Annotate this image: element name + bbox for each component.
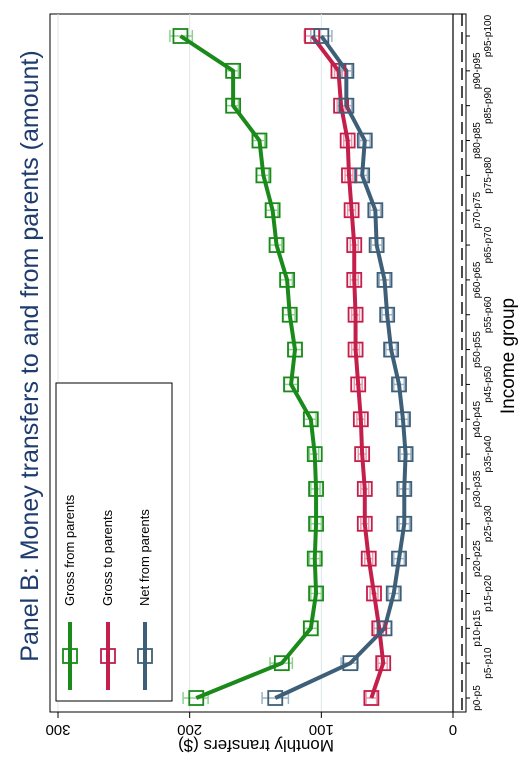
- x-tick-label-p35-p40: p35-p40: [483, 435, 494, 472]
- series-lines: [179, 34, 408, 700]
- legend-label-gross-from-parents: Gross from parents: [62, 494, 77, 606]
- x-tick-label-p70-p75: p70-p75: [472, 191, 483, 228]
- legend-box: [55, 382, 173, 702]
- marker-net-from-parents-7: [397, 446, 414, 463]
- legend-marker-gross-from-parents: [62, 648, 78, 664]
- legend-marker-gross-to-parents: [100, 648, 116, 664]
- marker-gross-from-parents-11: [281, 306, 298, 323]
- marker-gross-to-parents-8: [352, 411, 369, 428]
- x-tick-label-p95-p100: p95-p100: [483, 14, 494, 57]
- marker-gross-from-parents-14: [264, 202, 281, 219]
- marker-net-from-parents-0: [267, 690, 284, 706]
- line-gross-from-parents: [179, 34, 319, 700]
- marker-gross-from-parents-15: [255, 167, 272, 184]
- y-tick-label-200: 200: [177, 721, 202, 738]
- x-tick-label-p40-p45: p40-p45: [472, 400, 483, 437]
- marker-net-from-parents-17: [338, 97, 355, 114]
- x-tick-label-p0-p5: p0-p5: [472, 685, 483, 711]
- x-tick-label-p80-p85: p80-p85: [472, 122, 483, 159]
- line-gross-to-parents: [310, 34, 386, 699]
- x-tick-label-p10-p15: p10-p15: [472, 610, 483, 647]
- marker-gross-from-parents-4: [306, 550, 323, 567]
- marker-net-from-parents-13: [368, 237, 385, 253]
- marker-net-from-parents-2: [376, 620, 393, 637]
- marker-gross-to-parents-14: [343, 202, 360, 219]
- marker-gross-to-parents-12: [346, 271, 363, 288]
- x-tick-label-p30-p35: p30-p35: [472, 470, 483, 507]
- marker-gross-to-parents-3: [366, 585, 382, 602]
- x-tick-label-p20-p25: p20-p25: [472, 540, 483, 577]
- marker-gross-to-parents-0: [363, 690, 380, 706]
- marker-net-from-parents-3: [385, 585, 402, 602]
- marker-gross-to-parents-4: [360, 550, 377, 567]
- x-tick-label-p45-p50: p45-p50: [483, 366, 494, 403]
- legend-label-gross-to-parents: Gross to parents: [100, 509, 115, 606]
- marker-net-from-parents-8: [395, 411, 411, 428]
- x-axis-label: Income group: [498, 298, 519, 414]
- x-tick-label-p90-p95: p90-p95: [472, 52, 483, 89]
- series-markers: [172, 28, 414, 706]
- marker-gross-from-parents-8: [302, 411, 319, 428]
- marker-net-from-parents-5: [396, 515, 413, 532]
- x-tick-label-p25-p30: p25-p30: [483, 505, 494, 542]
- y-tick-label-300: 300: [45, 721, 70, 738]
- marker-gross-to-parents-11: [347, 306, 364, 323]
- marker-net-from-parents-14: [367, 202, 384, 219]
- marker-net-from-parents-9: [391, 376, 407, 393]
- marker-net-from-parents-6: [396, 481, 413, 497]
- marker-gross-to-parents-5: [356, 515, 373, 532]
- marker-net-from-parents-1: [342, 655, 359, 672]
- marker-net-from-parents-4: [391, 550, 407, 567]
- marker-gross-from-parents-12: [279, 271, 296, 288]
- marker-net-from-parents-18: [338, 62, 355, 79]
- marker-gross-from-parents-19: [172, 28, 189, 44]
- chart-title: Panel B: Money transfers to and from par…: [16, 50, 44, 661]
- legend: Gross from parents Gross to parents Net fr…: [55, 382, 173, 702]
- marker-gross-to-parents-1: [375, 655, 392, 672]
- marker-gross-to-parents-6: [356, 481, 373, 497]
- marker-gross-from-parents-6: [308, 481, 324, 497]
- marker-net-from-parents-19: [313, 28, 330, 44]
- y-tick-label-100: 100: [309, 721, 334, 738]
- x-tick-label-p50-p55: p50-p55: [472, 331, 483, 368]
- marker-net-from-parents-11: [379, 306, 396, 323]
- marker-gross-from-parents-2: [302, 620, 319, 637]
- x-tick-label-p75-p80: p75-p80: [483, 157, 494, 194]
- marker-gross-to-parents-10: [347, 341, 364, 358]
- y-axis-label: Monthly transfers ($): [178, 736, 334, 755]
- legend-marker-net-from-parents: [137, 648, 153, 664]
- marker-net-from-parents-12: [376, 271, 393, 288]
- marker-gross-from-parents-16: [251, 132, 268, 149]
- marker-gross-to-parents-16: [339, 132, 356, 149]
- x-tick-label-p5-p10: p5-p10: [483, 647, 494, 679]
- marker-gross-to-parents-7: [354, 446, 371, 463]
- marker-net-from-parents-15: [354, 167, 371, 184]
- marker-gross-to-parents-19: [304, 28, 321, 44]
- marker-gross-to-parents-13: [346, 237, 363, 253]
- legend-label-net-from-parents: Net from parents: [137, 509, 152, 606]
- marker-gross-from-parents-0: [188, 690, 205, 706]
- y-tick-label-0: 0: [449, 721, 457, 738]
- marker-gross-from-parents-17: [225, 97, 242, 114]
- marker-gross-from-parents-13: [268, 237, 285, 253]
- marker-gross-to-parents-9: [350, 376, 367, 393]
- x-tick-label-p15-p20: p15-p20: [483, 575, 494, 612]
- marker-gross-from-parents-3: [308, 585, 324, 602]
- marker-net-from-parents-10: [383, 341, 400, 358]
- marker-gross-from-parents-5: [308, 515, 324, 532]
- marker-gross-from-parents-18: [225, 62, 242, 79]
- line-net-from-parents: [274, 34, 408, 700]
- marker-gross-from-parents-9: [283, 376, 299, 393]
- x-tick-label-p60-p65: p60-p65: [472, 261, 483, 298]
- marker-gross-from-parents-10: [287, 341, 303, 358]
- marker-gross-from-parents-7: [306, 446, 323, 463]
- x-tick-label-p85-p90: p85-p90: [483, 87, 494, 124]
- x-tick-label-p55-p60: p55-p60: [483, 296, 494, 333]
- x-tick-label-p65-p70: p65-p70: [483, 226, 494, 263]
- marker-net-from-parents-16: [356, 132, 373, 149]
- marker-gross-from-parents-1: [273, 655, 290, 672]
- axes: 0 100 200 300 p0-p5p5-p10p10-p15p15-p20p20-p…: [45, 14, 494, 738]
